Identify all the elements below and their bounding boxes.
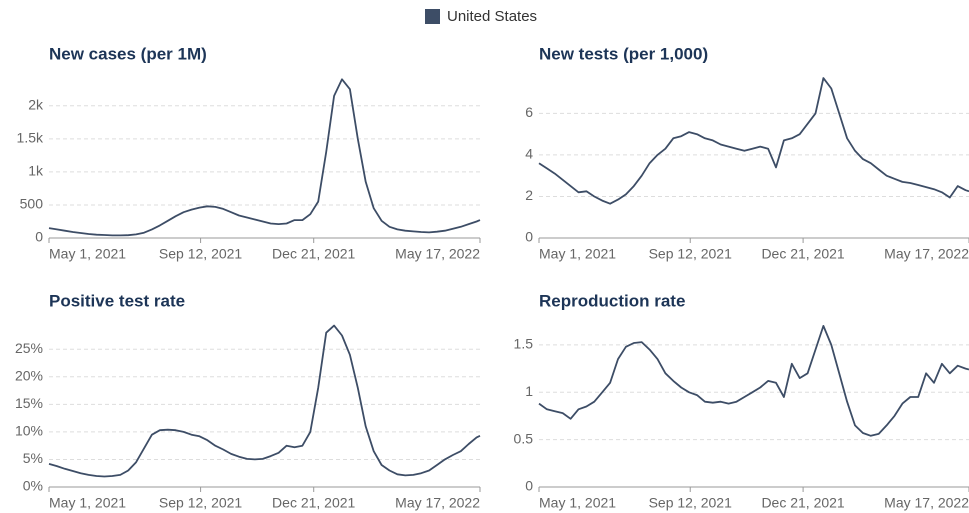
series-line <box>538 325 969 437</box>
y-tick-label: 25% <box>15 340 43 356</box>
x-tick-label: Dec 21, 2021 <box>272 246 355 262</box>
y-tick-label: 4 <box>525 146 533 162</box>
y-tick-label: 0 <box>35 229 43 245</box>
x-tick-label: Dec 21, 2021 <box>761 495 844 511</box>
y-tick-label: 15% <box>15 395 43 411</box>
y-tick-label: 500 <box>20 196 44 212</box>
x-tick-label: May 17, 2022 <box>884 246 969 262</box>
x-tick-label: Sep 12, 2021 <box>649 246 733 262</box>
y-tick-label: 6 <box>525 104 533 120</box>
legend-swatch <box>425 9 440 24</box>
x-tick-label: May 17, 2022 <box>884 495 969 511</box>
x-tick-label: Sep 12, 2021 <box>649 495 733 511</box>
chart-title: New cases (per 1M) <box>49 44 207 63</box>
chart-title: New tests (per 1,000) <box>539 44 708 63</box>
series-line <box>48 324 481 478</box>
x-tick-label: May 1, 2021 <box>539 246 616 262</box>
y-tick-label: 2 <box>525 187 533 203</box>
x-tick-label: May 1, 2021 <box>539 495 616 511</box>
series-line <box>48 78 481 237</box>
y-tick-label: 0 <box>525 229 533 245</box>
x-tick-label: May 17, 2022 <box>395 246 480 262</box>
x-tick-label: May 1, 2021 <box>49 495 126 511</box>
y-tick-label: 1.5k <box>17 130 44 146</box>
y-tick-label: 20% <box>15 367 43 383</box>
chart-title: Reproduction rate <box>539 291 685 310</box>
x-tick-label: May 17, 2022 <box>395 495 480 511</box>
y-tick-label: 0 <box>525 478 533 494</box>
x-tick-label: Sep 12, 2021 <box>159 246 243 262</box>
x-tick-label: May 1, 2021 <box>49 246 126 262</box>
y-tick-label: 1 <box>525 383 533 399</box>
x-tick-label: Dec 21, 2021 <box>272 495 355 511</box>
y-tick-label: 0% <box>23 478 43 494</box>
chart-title: Positive test rate <box>49 291 185 310</box>
y-tick-label: 2k <box>28 96 44 112</box>
x-tick-label: Dec 21, 2021 <box>761 246 844 262</box>
y-tick-label: 0.5 <box>514 430 534 446</box>
legend-label: United States <box>447 8 537 25</box>
y-tick-label: 1.5 <box>514 336 534 352</box>
y-tick-label: 1k <box>28 163 44 179</box>
y-tick-label: 5% <box>23 450 43 466</box>
series-line <box>538 77 969 205</box>
x-tick-label: Sep 12, 2021 <box>159 495 243 511</box>
y-tick-label: 10% <box>15 423 43 439</box>
